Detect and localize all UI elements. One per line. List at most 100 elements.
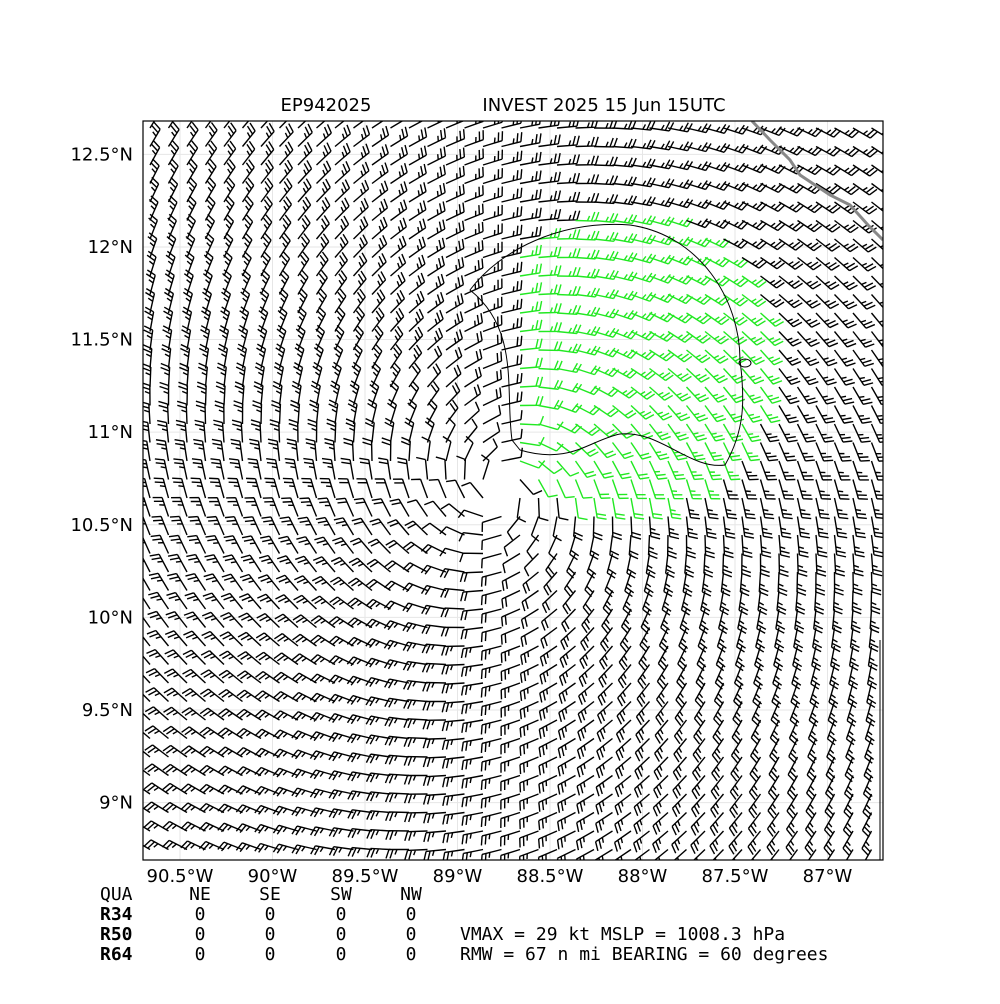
wind-barb xyxy=(704,200,731,210)
wind-barb xyxy=(845,849,854,860)
wind-barb xyxy=(371,125,390,148)
wind-barb xyxy=(796,460,814,481)
wind-barb xyxy=(778,534,791,558)
wind-barb xyxy=(500,700,521,718)
wind-barb xyxy=(427,273,445,296)
wind-barb xyxy=(163,306,174,332)
wind-barb xyxy=(519,376,544,388)
wind-barb xyxy=(712,719,725,745)
wind-barb xyxy=(238,593,262,610)
wind-barb xyxy=(519,244,542,259)
wind-barb xyxy=(260,159,274,184)
wind-barb xyxy=(144,763,169,777)
wind-barb xyxy=(501,206,523,222)
wind-barb xyxy=(538,303,562,314)
wind-barb xyxy=(464,130,485,148)
wind-barb xyxy=(184,592,207,610)
wind-barb xyxy=(241,269,252,295)
y-tick-label: 9.5°N xyxy=(82,700,133,721)
wind-barb xyxy=(347,577,373,592)
wind-barb xyxy=(315,288,328,314)
wind-barb xyxy=(667,497,682,520)
wind-barb xyxy=(241,535,262,554)
wind-barb xyxy=(747,830,762,856)
wind-barb xyxy=(663,571,674,597)
wind-barb xyxy=(223,121,231,129)
wind-barb xyxy=(771,682,782,709)
wind-barb xyxy=(575,155,599,166)
wind-barb xyxy=(843,775,854,801)
wind-barb xyxy=(594,830,613,852)
wind-barb xyxy=(630,497,645,520)
wind-barb xyxy=(461,774,484,789)
wind-barb xyxy=(797,312,821,328)
wind-barb xyxy=(411,478,429,499)
wind-barb xyxy=(179,362,190,388)
wind-barb xyxy=(796,331,820,347)
wind-barb xyxy=(482,351,503,370)
wind-barb xyxy=(871,164,883,174)
wind-barb xyxy=(371,307,385,332)
wind-barb xyxy=(218,669,243,684)
wind-barb xyxy=(537,830,558,849)
wind-barb xyxy=(704,442,724,461)
wind-barb xyxy=(797,293,821,309)
wind-barb xyxy=(704,312,730,326)
wind-barb xyxy=(459,571,484,583)
wind-barb xyxy=(648,479,666,500)
wind-barb xyxy=(709,830,725,855)
wind-barb xyxy=(501,261,523,277)
wind-barb xyxy=(576,811,595,833)
x-tick-label: 88°W xyxy=(618,866,668,887)
wind-barb xyxy=(223,195,235,221)
wind-barb xyxy=(190,477,207,499)
wind-barb xyxy=(202,269,213,295)
wind-barb xyxy=(367,398,378,425)
wind-barb xyxy=(204,122,218,147)
wind-barb xyxy=(278,251,291,277)
wind-barb xyxy=(442,774,465,788)
wind-barb xyxy=(148,213,159,240)
wind-barb xyxy=(321,457,336,480)
wind-barb xyxy=(145,287,156,314)
wind-barb xyxy=(630,121,656,131)
wind-barb xyxy=(501,132,523,148)
wind-barb xyxy=(427,121,444,129)
wind-barb xyxy=(575,230,600,241)
wind-barb xyxy=(671,830,687,854)
table-header: QUA xyxy=(100,884,133,905)
wind-barb xyxy=(254,766,280,777)
wind-barb xyxy=(704,386,728,403)
wind-barb xyxy=(558,682,576,704)
wind-barb xyxy=(815,368,837,386)
wind-barb xyxy=(501,224,523,240)
wind-barb xyxy=(203,573,225,591)
wind-barb xyxy=(202,287,213,314)
wind-barb xyxy=(219,325,230,351)
wind-barb xyxy=(852,460,869,481)
wind-barb xyxy=(199,688,225,703)
wind-barb xyxy=(226,496,244,517)
wind-barb xyxy=(722,516,736,539)
wind-barb xyxy=(315,269,328,295)
wind-barb xyxy=(311,575,336,591)
wind-barb xyxy=(848,664,859,690)
wind-barb xyxy=(664,553,676,578)
wind-barb xyxy=(371,198,389,222)
wind-barb xyxy=(464,348,483,370)
wind-barb xyxy=(760,275,785,289)
wind-barb xyxy=(185,573,207,591)
wind-barb xyxy=(144,306,155,332)
wind-barb xyxy=(274,613,299,629)
wind-barb xyxy=(826,738,837,764)
wind-barb xyxy=(291,787,317,798)
wind-barb xyxy=(713,701,725,727)
table-cell: 0 xyxy=(265,904,276,925)
wind-barb xyxy=(682,571,693,597)
wind-barb xyxy=(408,163,427,185)
wind-barb xyxy=(461,481,484,499)
wind-barb xyxy=(788,738,799,764)
wind-barb xyxy=(797,256,822,271)
wind-barb xyxy=(167,140,180,166)
wind-barb xyxy=(480,811,502,827)
